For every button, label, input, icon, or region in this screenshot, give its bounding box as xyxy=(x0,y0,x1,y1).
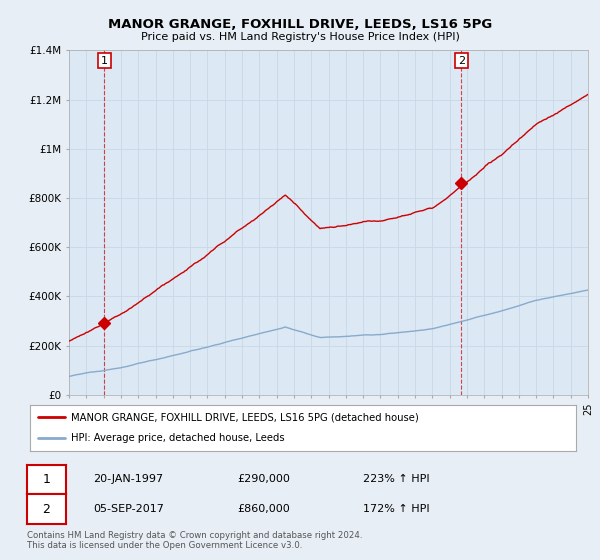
Text: 2: 2 xyxy=(458,55,465,66)
Text: MANOR GRANGE, FOXHILL DRIVE, LEEDS, LS16 5PG: MANOR GRANGE, FOXHILL DRIVE, LEEDS, LS16… xyxy=(108,18,492,31)
Text: Price paid vs. HM Land Registry's House Price Index (HPI): Price paid vs. HM Land Registry's House … xyxy=(140,32,460,43)
Text: 223% ↑ HPI: 223% ↑ HPI xyxy=(363,474,430,484)
Text: MANOR GRANGE, FOXHILL DRIVE, LEEDS, LS16 5PG (detached house): MANOR GRANGE, FOXHILL DRIVE, LEEDS, LS16… xyxy=(71,412,419,422)
Text: HPI: Average price, detached house, Leeds: HPI: Average price, detached house, Leed… xyxy=(71,433,284,444)
Text: £290,000: £290,000 xyxy=(237,474,290,484)
Text: 2: 2 xyxy=(43,502,50,516)
Text: 05-SEP-2017: 05-SEP-2017 xyxy=(93,504,164,514)
Text: 20-JAN-1997: 20-JAN-1997 xyxy=(93,474,163,484)
Text: 1: 1 xyxy=(43,473,50,486)
Text: 1: 1 xyxy=(101,55,108,66)
Text: Contains HM Land Registry data © Crown copyright and database right 2024.
This d: Contains HM Land Registry data © Crown c… xyxy=(27,531,362,550)
Text: £860,000: £860,000 xyxy=(237,504,290,514)
Text: 172% ↑ HPI: 172% ↑ HPI xyxy=(363,504,430,514)
